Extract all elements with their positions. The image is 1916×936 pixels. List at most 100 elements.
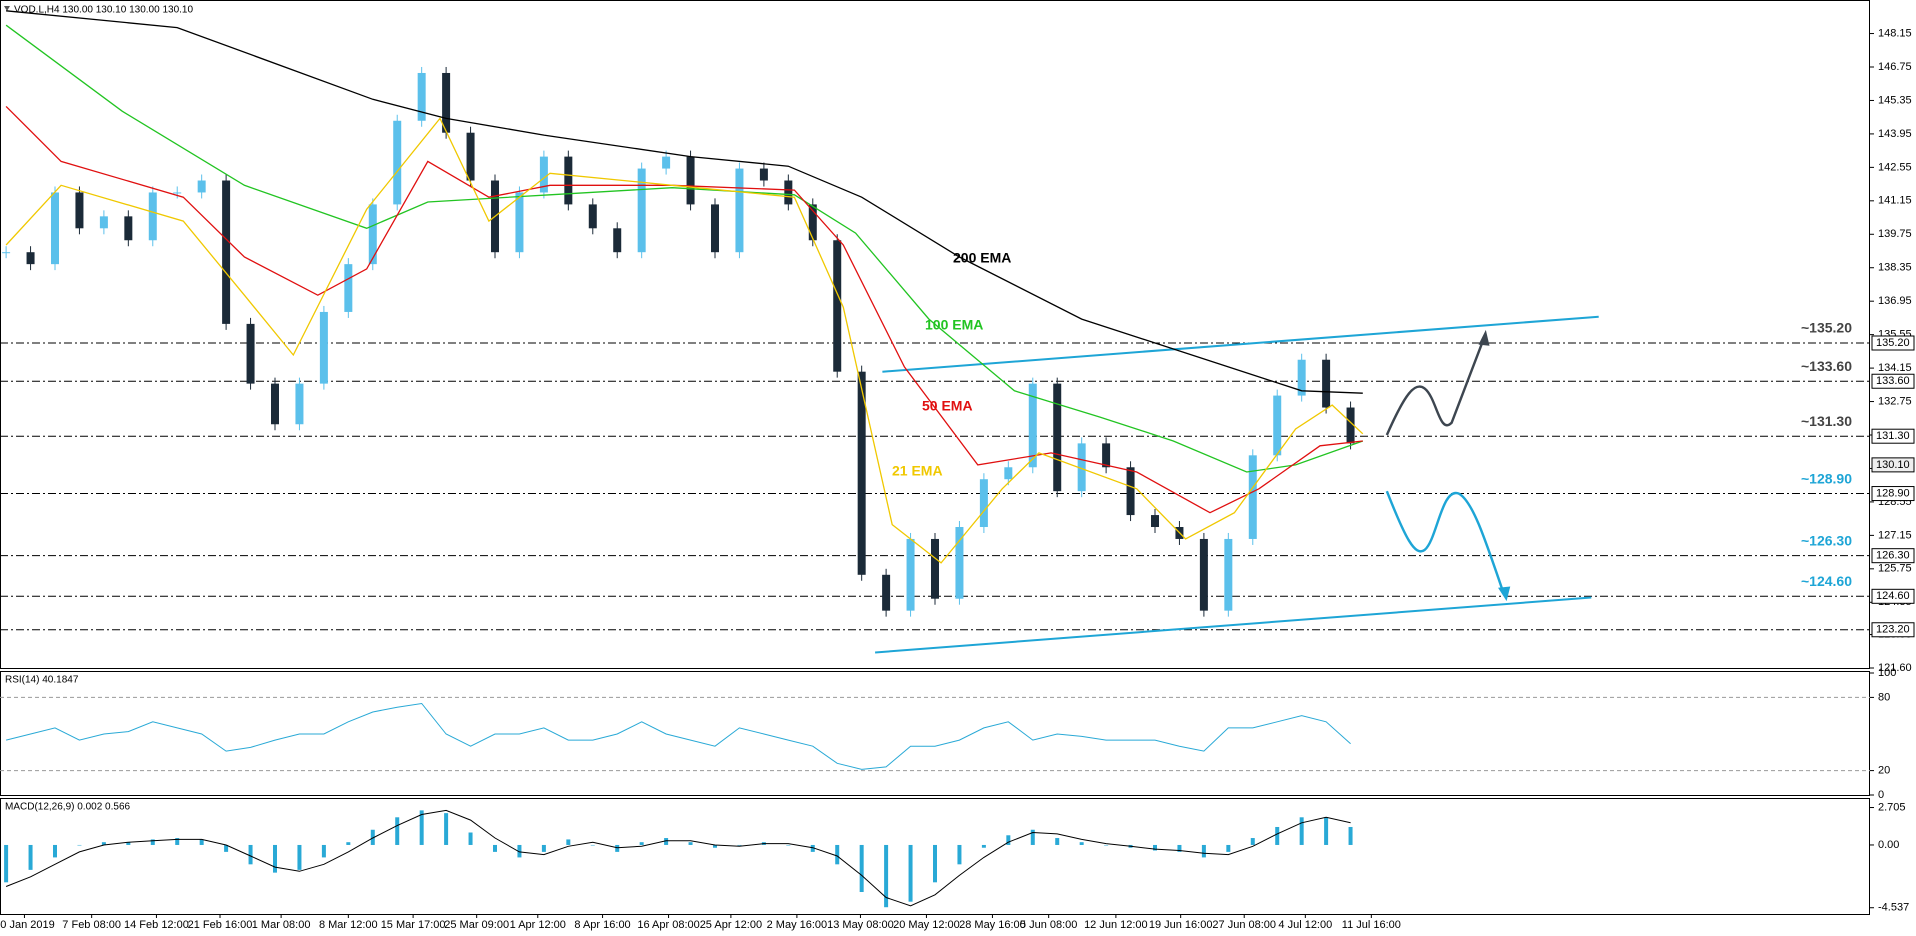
- ema-line: [6, 10, 1363, 394]
- macd-bar: [1299, 817, 1304, 845]
- level-note: ~124.60: [1801, 573, 1852, 589]
- x-tick-label: 12 Jun 12:00: [1084, 919, 1148, 931]
- macd-bar: [1006, 835, 1011, 845]
- candle: [246, 323, 255, 384]
- candle: [197, 180, 206, 193]
- x-tick-label: 8 Mar 12:00: [319, 919, 378, 931]
- ema-line: [5, 117, 1364, 564]
- candle: [1322, 359, 1331, 408]
- macd-bar: [297, 844, 302, 870]
- marks: ~135.20 ~133.60 ~131.30 ~128.90 ~126.30 ~124.…: [0, 10, 1870, 908]
- candle: [1248, 455, 1257, 539]
- candle: [637, 168, 646, 253]
- trend-line: [882, 315, 1599, 373]
- macd-bar: [835, 844, 840, 865]
- x-tick-label: 7 Feb 08:00: [62, 919, 121, 931]
- candle: [2, 252, 11, 254]
- y-tick-label: 0.00: [1878, 839, 1899, 851]
- trend-line: [875, 596, 1592, 654]
- level-note: ~135.20: [1801, 320, 1852, 336]
- macd-bar: [933, 844, 937, 883]
- bull-arrow: [1385, 339, 1485, 436]
- level-box-label: 135.20: [1876, 337, 1910, 349]
- candle: [26, 252, 35, 265]
- last-price-box: [1871, 457, 1915, 473]
- y-tick-label: 142.55: [1878, 161, 1912, 173]
- macd-bar: [53, 844, 57, 858]
- chart-title: VOD.L,H4 130.00 130.10 130.00 130.10: [14, 5, 193, 16]
- candle: [466, 132, 475, 181]
- macd-bar: [737, 844, 742, 846]
- macd-bar: [1226, 844, 1231, 852]
- bear-arrowhead: [1498, 586, 1511, 602]
- candle: [344, 264, 353, 312]
- candle: [173, 192, 182, 194]
- rsi-line: [5, 702, 1351, 770]
- y-tick-label: -4.537: [1878, 902, 1909, 914]
- level-box-label: 123.20: [1876, 624, 1910, 636]
- macd-bar: [1201, 844, 1206, 858]
- candle: [857, 371, 866, 575]
- level-box-label: 126.30: [1876, 550, 1910, 562]
- candle: [735, 168, 744, 253]
- level-box-label: 131.30: [1876, 430, 1910, 442]
- candle: [1126, 467, 1135, 516]
- macd-bar: [664, 838, 669, 845]
- y-tick-label: 80: [1878, 691, 1890, 703]
- level-box-label: 128.90: [1876, 487, 1910, 499]
- macd-bar: [28, 844, 33, 870]
- title-marker: [4, 6, 10, 11]
- y-tick-label: 125.75: [1878, 563, 1912, 575]
- y-tick-label: 0: [1878, 789, 1884, 801]
- candle: [148, 192, 157, 241]
- candle: [588, 204, 597, 229]
- x-tick-label: 28 May 16:00: [959, 919, 1026, 931]
- macd-bar: [786, 844, 791, 846]
- ema-label: 100 EMA: [925, 317, 983, 333]
- level-box: [1871, 486, 1915, 502]
- ema-label: 50 EMA: [922, 398, 973, 414]
- macd-bar: [150, 839, 155, 845]
- macd-bar: [1030, 829, 1035, 845]
- macd-bar: [517, 844, 522, 858]
- macd-bar: [810, 844, 815, 852]
- candle: [539, 156, 548, 193]
- candle: [1273, 395, 1282, 456]
- macd-bar: [77, 844, 82, 846]
- candle: [1224, 538, 1233, 611]
- macd-bar: [175, 838, 180, 845]
- macd-bar: [321, 844, 326, 858]
- scenario-arrows: [1385, 329, 1511, 602]
- bull-arrowhead: [1478, 329, 1490, 346]
- x-tick-label: 13 May 08:00: [827, 919, 894, 931]
- level-box: [1871, 373, 1915, 389]
- macd-bar: [395, 817, 400, 845]
- macd-bar: [615, 844, 620, 852]
- macd-bar: [444, 813, 449, 845]
- y-tick-label: 134.15: [1878, 362, 1912, 374]
- macd-bar: [688, 842, 693, 845]
- axis: 148.15 146.75 145.35 143.95 142.55 141.15 139.…: [0, 27, 1915, 931]
- candle: [393, 120, 402, 205]
- y-tick-label: 121.60: [1878, 662, 1912, 674]
- macd-bar: [1348, 826, 1353, 845]
- macd-bar: [1324, 817, 1329, 845]
- y-tick-label: 148.15: [1878, 27, 1912, 39]
- y-tick-label: 127.15: [1878, 529, 1912, 541]
- level-box: [1871, 428, 1915, 444]
- candle: [1297, 359, 1306, 396]
- level-box: [1871, 335, 1915, 351]
- level-box-label: 133.60: [1876, 375, 1910, 387]
- x-tick-label: 14 Feb 12:00: [124, 919, 189, 931]
- macd-bar: [346, 842, 351, 845]
- x-tick-label: 1 Apr 12:00: [510, 919, 566, 931]
- x-tick-label: 19 Jun 16:00: [1149, 919, 1213, 931]
- candle: [1346, 407, 1355, 444]
- candle: [295, 383, 304, 425]
- level-note: ~133.60: [1801, 358, 1852, 374]
- macd-bar: [1177, 844, 1182, 852]
- x-tick-label: 15 Mar 17:00: [381, 919, 446, 931]
- x-tick-label: 11 Jul 16:00: [1342, 919, 1401, 931]
